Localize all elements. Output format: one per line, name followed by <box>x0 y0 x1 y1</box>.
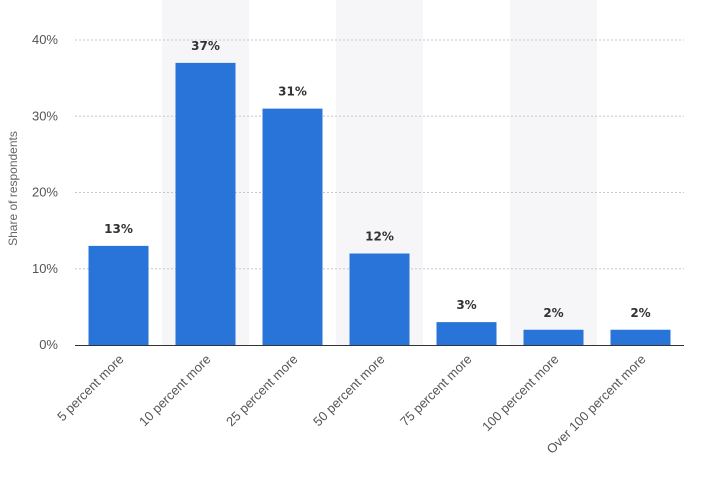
data-labels: 13% 37% 31% 12% 3% 2% 2% <box>104 39 651 320</box>
bar <box>436 322 497 345</box>
x-axis-labels: 5 percent more 10 percent more 25 percent … <box>54 352 648 457</box>
data-label: 2% <box>630 306 650 320</box>
y-tick-label: 40% <box>32 32 58 47</box>
y-tick-label: 10% <box>32 261 58 276</box>
data-label: 3% <box>456 298 476 312</box>
x-tick-label: 100 percent more <box>479 352 562 435</box>
data-label: 12% <box>365 230 394 244</box>
bar <box>175 62 236 345</box>
y-tick-label: 30% <box>32 108 58 123</box>
bar <box>88 245 149 345</box>
data-label: 37% <box>191 39 220 53</box>
data-label: 13% <box>104 222 133 236</box>
data-label: 31% <box>278 85 307 99</box>
bar <box>349 253 410 345</box>
y-axis-ticks: 0% 10% 20% 30% 40% <box>32 32 58 352</box>
x-tick-label: 50 percent more <box>310 352 388 430</box>
alternating-column-bands <box>162 0 597 345</box>
bar <box>523 329 584 345</box>
x-tick-label: 10 percent more <box>136 352 214 430</box>
y-axis-title: Share of respondents <box>6 131 20 246</box>
x-tick-label: 25 percent more <box>223 352 301 430</box>
bar <box>262 108 323 345</box>
x-tick-label: Over 100 percent more <box>543 352 648 457</box>
bars <box>88 62 671 345</box>
bar <box>610 329 671 345</box>
y-tick-label: 0% <box>39 337 58 352</box>
x-tick-label: 5 percent more <box>54 352 126 424</box>
data-label: 2% <box>543 306 563 320</box>
x-tick-label: 75 percent more <box>397 352 475 430</box>
y-tick-label: 20% <box>32 185 58 200</box>
column-band <box>510 0 597 345</box>
